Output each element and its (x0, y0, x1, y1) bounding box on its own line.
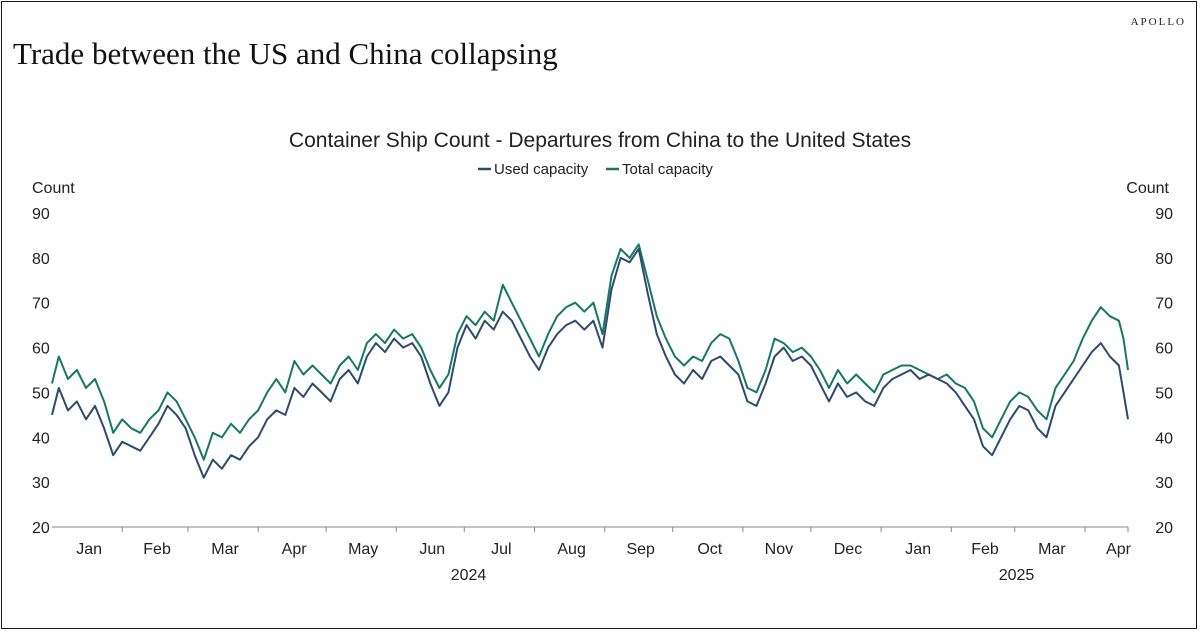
y-tick-label-right: 40 (1155, 430, 1173, 447)
x-tick-label: Feb (971, 541, 999, 558)
y-tick-label-left: 50 (32, 385, 50, 402)
legend-label-total: Total capacity (622, 161, 713, 178)
page-headline: Trade between the US and China collapsin… (13, 36, 558, 71)
y-tick-label-left: 60 (32, 341, 50, 358)
x-tick-label: Jan (905, 541, 931, 558)
x-tick-label: Dec (834, 541, 862, 558)
x-year-label: 2025 (999, 567, 1035, 584)
y-tick-label-right: 30 (1155, 475, 1173, 492)
x-tick-label: Jan (76, 541, 102, 558)
x-tick-label: Aug (557, 541, 585, 558)
y-tick-label-right: 80 (1155, 251, 1173, 268)
y-tick-label-left: 80 (32, 251, 50, 268)
x-tick-label: Feb (143, 541, 171, 558)
y-tick-label-left: 30 (32, 475, 50, 492)
x-tick-label: Oct (697, 541, 722, 558)
chart-title: Container Ship Count - Departures from C… (289, 129, 911, 152)
y-tick-label-right: 70 (1155, 296, 1173, 313)
x-tick-label: Apr (1106, 541, 1132, 558)
y-tick-label-right: 90 (1155, 206, 1173, 223)
x-tick-label: Mar (211, 541, 239, 558)
y-axis-title-right: Count (1126, 180, 1169, 197)
x-axis: Jan Feb Mar Apr May Jun Jul Aug Sep Oct Nov Dec Jan F… (76, 527, 1132, 584)
x-tick-label: Jun (419, 541, 445, 558)
legend-label-used: Used capacity (494, 161, 589, 178)
x-tick-label: Sep (626, 541, 655, 558)
legend: Used capacity Total capacity (478, 161, 713, 178)
y-tick-label-left: 20 (32, 520, 50, 537)
x-tick-label: Mar (1038, 541, 1066, 558)
series-line-used-capacity (51, 247, 1129, 479)
brand-logo: APOLLO (1130, 16, 1186, 28)
y-axis-right: 20 30 40 50 60 70 80 90 (1155, 206, 1173, 537)
y-tick-label-right: 50 (1155, 385, 1173, 402)
y-tick-label-right: 60 (1155, 341, 1173, 358)
y-tick-label-left: 40 (32, 430, 50, 447)
series-line-total-capacity (51, 243, 1129, 461)
plot-area (51, 243, 1129, 479)
y-tick-label-left: 90 (32, 206, 50, 223)
y-axis-left: 20 30 40 50 60 70 80 90 (32, 206, 50, 537)
x-tick-label: May (348, 541, 378, 558)
x-tick-label: Nov (765, 541, 793, 558)
y-tick-label-right: 20 (1155, 520, 1173, 537)
x-year-label: 2024 (451, 567, 487, 584)
y-axis-title-left: Count (32, 180, 75, 197)
x-tick-label: Apr (282, 541, 308, 558)
y-tick-label-left: 70 (32, 296, 50, 313)
x-tick-label: Jul (491, 541, 511, 558)
